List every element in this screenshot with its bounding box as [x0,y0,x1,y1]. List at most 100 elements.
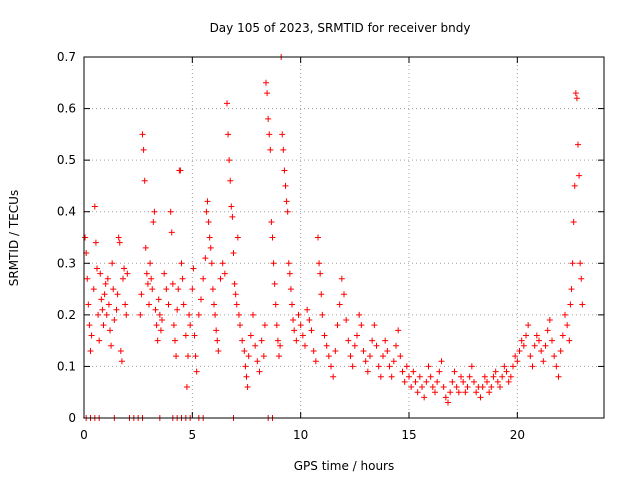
data-point [168,229,175,236]
data-point [432,389,438,396]
data-point [234,234,241,241]
data-point [312,358,319,365]
data-point [163,286,170,293]
data-point [416,373,423,380]
data-point [460,378,467,385]
data-point [172,337,178,344]
data-point [87,347,94,354]
data-point [514,358,521,365]
data-point [141,177,148,184]
data-point [384,347,391,354]
data-point [540,358,547,365]
data-point [173,353,180,360]
data-point [269,234,276,241]
data-point [177,167,184,174]
data-point [462,389,469,396]
data-point [408,384,415,391]
data-point [228,203,235,210]
data-point [82,234,89,241]
data-point [360,347,367,354]
data-point [137,311,144,318]
data-point [175,286,182,293]
data-point [229,213,236,220]
data-point [189,286,196,293]
data-point [277,342,284,349]
data-point [211,301,217,308]
data-point [458,373,464,380]
data-point [98,296,105,303]
data-point [161,270,168,277]
axis-ticks [83,56,604,419]
data-point [318,291,325,298]
data-point [153,322,160,329]
data-point [553,363,560,370]
y-tick-label: 0.7 [57,50,76,64]
data-point [190,265,197,272]
x-tick-label: 15 [401,428,416,442]
data-point [503,368,510,375]
data-point [573,95,580,102]
y-tick-label: 0.2 [57,308,76,322]
data-point [111,317,118,324]
data-point [100,322,107,329]
data-point [501,363,508,370]
data-point [388,373,395,380]
data-point [114,291,121,298]
data-point [212,311,219,318]
data-point [208,260,215,267]
data-point [92,239,99,246]
data-point [233,301,240,308]
data-point [285,260,292,267]
data-point [117,347,124,354]
data-point [242,363,249,370]
data-point [471,378,477,385]
data-point [367,353,373,360]
data-point [286,270,293,277]
data-point [373,342,380,349]
data-point [427,373,434,380]
data-point [154,337,161,344]
data-point [429,384,436,391]
data-point [566,337,573,344]
data-point [86,322,93,329]
data-point [124,270,131,277]
data-point [192,353,199,360]
data-point [280,146,287,153]
data-point [397,353,404,360]
data-point [449,378,456,385]
data-point [290,317,297,324]
data-point [97,270,104,277]
y-tick-label: 0.5 [57,153,76,167]
data-point [254,358,261,365]
data-point [421,394,428,401]
data-point [120,275,126,282]
data-point [488,384,495,391]
data-point [306,317,313,324]
data-point [297,322,304,329]
data-point [268,219,275,226]
data-point [468,363,475,370]
data-point [347,353,354,360]
data-point [152,306,159,313]
data-point [94,265,100,272]
data-point [149,286,156,293]
data-point [569,260,576,267]
x-axis-label: GPS time / hours [294,459,395,473]
data-point [244,384,251,391]
data-point [247,332,254,339]
data-point [334,322,341,329]
data-point [203,208,210,215]
data-point [492,368,499,375]
data-point [343,317,350,324]
data-point [410,368,417,375]
data-point [412,378,419,385]
data-point [546,317,553,324]
data-point [319,311,326,318]
data-point [380,353,386,360]
data-point [510,363,516,370]
chart-title: Day 105 of 2023, SRMTID for receiver bnd… [210,21,471,35]
data-point [287,286,294,293]
data-point [302,342,308,349]
data-point [123,311,130,318]
